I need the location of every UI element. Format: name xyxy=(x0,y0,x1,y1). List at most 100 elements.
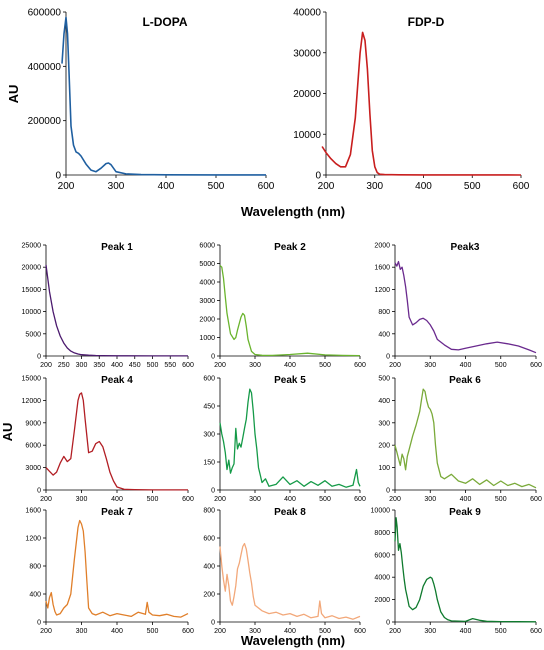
series-line-peak-2 xyxy=(219,264,361,357)
panel-title: Peak3 xyxy=(451,242,480,253)
x-tick-label: 600 xyxy=(182,362,194,369)
x-tick-label: 500 xyxy=(464,181,481,192)
x-tick-label: 200 xyxy=(389,362,401,369)
y-tick-label: 12000 xyxy=(22,398,42,405)
series-line-peak-4 xyxy=(45,392,188,491)
y-tick-label: 100 xyxy=(378,465,390,472)
x-tick-label: 400 xyxy=(111,496,123,503)
x-tick-label: 500 xyxy=(495,362,507,369)
x-tick-label: 300 xyxy=(424,496,436,503)
x-tick-label: 300 xyxy=(249,362,261,369)
x-tick-label: 450 xyxy=(129,362,141,369)
y-tick-label: 500 xyxy=(378,375,390,382)
panel-peak3: 0 400 800 1200 1600 2000 200 300 400 500 600 Peak3 xyxy=(374,242,542,369)
y-tick-label: 25000 xyxy=(22,242,42,249)
x-tick-label: 400 xyxy=(158,181,175,192)
panel-l-dopa: 0 200000 400000 600000 200 300 400 500 600 L-DOPA xyxy=(28,8,275,193)
panel-peak-2: 0 1000 2000 3000 4000 5000 6000 200 300 400 500 600… xyxy=(199,242,366,369)
y-tick-label: 800 xyxy=(203,507,215,514)
y-tick-label: 1600 xyxy=(25,507,41,514)
y-tick-label: 0 xyxy=(55,171,61,182)
x-tick-label: 500 xyxy=(319,496,331,503)
y-tick-label: 200 xyxy=(203,591,215,598)
x-tick-label: 300 xyxy=(249,628,261,635)
y-tick-label: 400 xyxy=(378,331,390,338)
y-tick-label: 1200 xyxy=(374,287,390,294)
y-tick-label: 2000 xyxy=(199,316,215,323)
x-tick-label: 400 xyxy=(460,362,472,369)
x-tick-label: 500 xyxy=(147,362,159,369)
y-tick-label: 2000 xyxy=(374,242,390,249)
x-tick-label: 600 xyxy=(530,628,542,635)
x-tick-label: 600 xyxy=(258,181,275,192)
x-tick-label: 300 xyxy=(424,362,436,369)
x-tick-label: 400 xyxy=(460,496,472,503)
x-tick-label: 500 xyxy=(147,496,159,503)
x-tick-label: 400 xyxy=(460,628,472,635)
y-tick-label: 4000 xyxy=(199,279,215,286)
x-tick-label: 200 xyxy=(389,496,401,503)
panel-fdp-d: 0 10000 20000 30000 40000 200 300 400 500 600 FDP-… xyxy=(293,8,530,193)
y-tick-label: 300 xyxy=(378,420,390,427)
panel-title: Peak 4 xyxy=(101,375,133,386)
y-tick-label: 6000 xyxy=(25,443,41,450)
x-tick-label: 250 xyxy=(58,362,70,369)
x-tick-label: 300 xyxy=(424,628,436,635)
panel-title: Peak 8 xyxy=(274,507,306,518)
y-tick-label: 1200 xyxy=(25,535,41,542)
bottom-x-axis-label: Wavelength (nm) xyxy=(241,633,345,648)
x-tick-label: 300 xyxy=(76,496,88,503)
series-line-peak-1 xyxy=(45,264,188,357)
y-tick-label: 600 xyxy=(203,375,215,382)
x-tick-label: 600 xyxy=(354,496,366,503)
x-tick-label: 200 xyxy=(214,362,226,369)
y-tick-label: 800 xyxy=(29,563,41,570)
x-tick-label: 600 xyxy=(182,628,194,635)
x-tick-label: 400 xyxy=(111,628,123,635)
x-tick-label: 400 xyxy=(284,362,296,369)
panel-title: Peak 1 xyxy=(101,242,133,253)
y-tick-label: 3000 xyxy=(25,465,41,472)
y-tick-label: 0 xyxy=(386,619,390,626)
panel-peak-4: 0 3000 6000 9000 12000 15000 200 300 400 500 600 Pe… xyxy=(22,375,194,503)
x-tick-label: 400 xyxy=(284,628,296,635)
panel-title: Peak 7 xyxy=(101,507,133,518)
x-tick-label: 400 xyxy=(111,362,123,369)
x-tick-label: 500 xyxy=(495,628,507,635)
x-tick-label: 200 xyxy=(58,181,75,192)
top-x-axis-label: Wavelength (nm) xyxy=(241,204,345,219)
y-tick-label: 300 xyxy=(203,431,215,438)
y-tick-label: 0 xyxy=(386,487,390,494)
y-tick-label: 30000 xyxy=(293,48,321,59)
panel-title: Peak 6 xyxy=(449,375,481,386)
y-tick-label: 20000 xyxy=(22,265,42,272)
x-tick-label: 400 xyxy=(284,496,296,503)
y-tick-label: 10000 xyxy=(371,507,391,514)
x-tick-label: 300 xyxy=(249,496,261,503)
y-tick-label: 8000 xyxy=(374,530,390,537)
x-tick-label: 500 xyxy=(319,362,331,369)
x-tick-label: 600 xyxy=(513,181,530,192)
x-tick-label: 500 xyxy=(208,181,225,192)
series-line-peak3 xyxy=(394,260,537,354)
y-tick-label: 0 xyxy=(315,171,321,182)
x-tick-label: 200 xyxy=(214,628,226,635)
x-tick-label: 200 xyxy=(40,496,52,503)
panel-peak-1: 0 5000 10000 15000 20000 25000 200 250 300 350 400… xyxy=(22,242,194,369)
y-tick-label: 400 xyxy=(29,591,41,598)
y-tick-label: 200 xyxy=(378,443,390,450)
x-tick-label: 400 xyxy=(415,181,432,192)
y-tick-label: 6000 xyxy=(374,552,390,559)
y-tick-label: 150 xyxy=(203,459,215,466)
y-tick-label: 600000 xyxy=(28,8,62,19)
y-tick-label: 40000 xyxy=(293,8,321,19)
y-tick-label: 800 xyxy=(378,309,390,316)
x-tick-label: 300 xyxy=(366,181,383,192)
y-tick-label: 0 xyxy=(211,487,215,494)
y-tick-label: 5000 xyxy=(199,261,215,268)
series-line-peak-5 xyxy=(219,388,361,488)
x-tick-label: 350 xyxy=(93,362,105,369)
panel-peak-9: 0 2000 4000 6000 8000 10000 200 300 400 500 600 Pea… xyxy=(371,507,542,635)
panel-title: L-DOPA xyxy=(142,15,187,29)
